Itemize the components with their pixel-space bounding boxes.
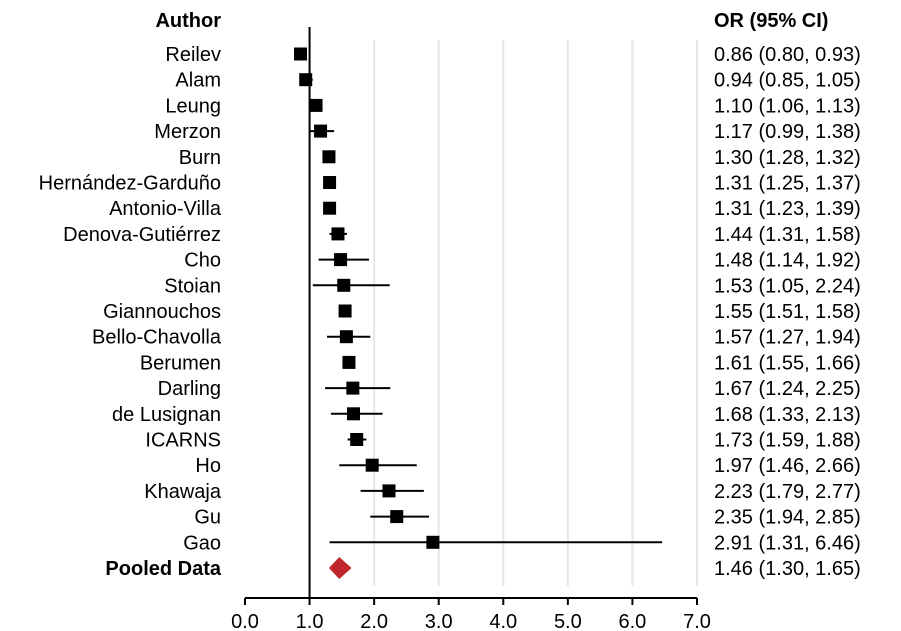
or-ci-header: OR (95% CI): [714, 10, 828, 32]
odds-ratio-marker: [334, 253, 348, 267]
study-author-label: Merzon: [154, 121, 221, 143]
odds-ratio-marker: [426, 535, 440, 549]
or-ci-value: 1.61 (1.55, 1.66): [714, 352, 861, 374]
x-axis-tick-label: 3.0: [425, 611, 453, 631]
author-header: Author: [155, 10, 221, 32]
study-author-label: Stoian: [164, 275, 221, 297]
or-ci-value: 1.48 (1.14, 1.92): [714, 250, 861, 272]
or-ci-value: 1.17 (0.99, 1.38): [714, 121, 861, 143]
pooled-estimate-diamond: [328, 557, 352, 579]
study-row: Cho 1.48 (1.14, 1.92): [184, 250, 860, 272]
odds-ratio-marker: [322, 150, 336, 164]
or-ci-value: 0.86 (0.80, 0.93): [714, 44, 861, 66]
or-ci-value: 1.31 (1.23, 1.39): [714, 198, 861, 220]
odds-ratio-marker: [350, 433, 364, 446]
odds-ratio-marker: [382, 484, 396, 498]
x-axis-tick-label: 7.0: [683, 611, 711, 631]
odds-ratio-marker: [390, 510, 404, 524]
study-author-label: Cho: [184, 250, 221, 272]
study-author-label: Darling: [158, 378, 221, 400]
odds-ratio-marker: [338, 304, 352, 318]
study-author-label: Ho: [195, 455, 221, 477]
study-row: ICARNS 1.73 (1.59, 1.88): [145, 430, 860, 452]
study-author-label: Antonio-Villa: [109, 198, 222, 220]
odds-ratio-marker: [323, 201, 337, 215]
study-row: Ho 1.97 (1.46, 2.66): [195, 455, 860, 477]
study-author-label: Khawaja: [144, 481, 222, 503]
study-row: Gu 2.35 (1.94, 2.85): [194, 507, 860, 529]
x-axis-tick-label: 4.0: [489, 611, 517, 631]
study-row: Darling 1.67 (1.24, 2.25): [158, 378, 861, 400]
pooled-author-label: Pooled Data: [105, 558, 221, 580]
x-axis-tick-label: 2.0: [360, 611, 388, 631]
odds-ratio-marker: [337, 278, 351, 292]
odds-ratio-marker: [323, 176, 337, 189]
study-row: Alam 0.94 (0.85, 1.05): [175, 70, 860, 92]
column-headers: Author OR (95% CI): [155, 10, 828, 32]
study-author-label: Reilev: [165, 44, 221, 66]
study-row: Reilev 0.86 (0.80, 0.93): [165, 44, 860, 66]
x-axis-tick-label: 1.0: [296, 611, 324, 631]
study-row: de Lusignan 1.68 (1.33, 2.13): [112, 404, 861, 426]
study-row: Hernández-Garduño 1.31 (1.25, 1.37): [39, 173, 861, 195]
or-ci-value: 1.73 (1.59, 1.88): [714, 430, 861, 452]
study-author-label: Denova-Gutiérrez: [63, 224, 221, 246]
or-ci-value: 2.23 (1.79, 2.77): [714, 481, 861, 503]
study-author-label: Bello-Chavolla: [92, 327, 222, 349]
or-ci-value: 1.10 (1.06, 1.13): [714, 95, 861, 117]
or-ci-value: 1.68 (1.33, 2.13): [714, 404, 861, 426]
study-author-label: Leung: [165, 95, 221, 117]
or-ci-value: 1.67 (1.24, 2.25): [714, 378, 861, 400]
or-ci-value: 1.31 (1.25, 1.37): [714, 173, 861, 195]
study-author-label: Giannouchos: [103, 301, 221, 323]
odds-ratio-marker: [299, 73, 313, 87]
x-axis-tick-label: 6.0: [619, 611, 647, 631]
or-ci-value: 2.35 (1.94, 2.85): [714, 507, 861, 529]
study-row: Leung 1.10 (1.06, 1.13): [165, 95, 860, 117]
study-row: Berumen 1.61 (1.55, 1.66): [140, 352, 861, 374]
pooled-or-ci-value: 1.46 (1.30, 1.65): [714, 558, 861, 580]
study-row: Denova-Gutiérrez 1.44 (1.31, 1.58): [63, 224, 861, 246]
study-row: Burn 1.30 (1.28, 1.32): [179, 147, 861, 169]
or-ci-value: 0.94 (0.85, 1.05): [714, 70, 861, 92]
odds-ratio-marker: [346, 381, 360, 395]
x-axis-tick-label: 5.0: [554, 611, 582, 631]
study-rows: Reilev 0.86 (0.80, 0.93) Alam 0.94 (0.85, 1…: [39, 44, 861, 554]
study-author-label: Gao: [183, 532, 221, 554]
study-author-label: ICARNS: [145, 430, 221, 452]
study-author-label: Burn: [179, 147, 221, 169]
study-author-label: Alam: [175, 70, 221, 92]
study-author-label: Hernández-Garduño: [39, 173, 221, 195]
or-ci-value: 2.91 (1.31, 6.46): [714, 532, 861, 554]
or-ci-value: 1.30 (1.28, 1.32): [714, 147, 861, 169]
odds-ratio-marker: [294, 47, 308, 61]
odds-ratio-marker: [309, 98, 323, 112]
odds-ratio-marker: [314, 124, 328, 138]
or-ci-value: 1.97 (1.46, 2.66): [714, 455, 861, 477]
or-ci-value: 1.55 (1.51, 1.58): [714, 301, 861, 323]
odds-ratio-marker: [339, 330, 353, 344]
study-row: Gao 2.91 (1.31, 6.46): [183, 532, 861, 554]
study-row: Bello-Chavolla 1.57 (1.27, 1.94): [92, 327, 861, 349]
study-row: Khawaja 2.23 (1.79, 2.77): [144, 481, 861, 503]
odds-ratio-marker: [365, 458, 379, 472]
or-ci-value: 1.44 (1.31, 1.58): [714, 224, 861, 246]
odds-ratio-marker: [346, 407, 360, 421]
x-axis: 0.0 1.0 2.0 3.0 4.0 5.0 6.0 7.0: [231, 597, 711, 631]
odds-ratio-marker: [331, 227, 345, 241]
or-ci-value: 1.53 (1.05, 2.24): [714, 275, 861, 297]
grid-lines: [373, 40, 698, 586]
study-row: Stoian 1.53 (1.05, 2.24): [164, 275, 861, 297]
study-row: Antonio-Villa 1.31 (1.23, 1.39): [109, 198, 861, 220]
study-row: Giannouchos 1.55 (1.51, 1.58): [103, 301, 861, 323]
study-author-label: de Lusignan: [112, 404, 221, 426]
pooled-row: Pooled Data 1.46 (1.30, 1.65): [105, 557, 861, 580]
study-author-label: Berumen: [140, 352, 221, 374]
study-author-label: Gu: [194, 507, 221, 529]
odds-ratio-marker: [342, 355, 356, 369]
or-ci-value: 1.57 (1.27, 1.94): [714, 327, 861, 349]
x-axis-tick-label: 0.0: [231, 611, 259, 631]
study-row: Merzon 1.17 (0.99, 1.38): [154, 121, 860, 143]
